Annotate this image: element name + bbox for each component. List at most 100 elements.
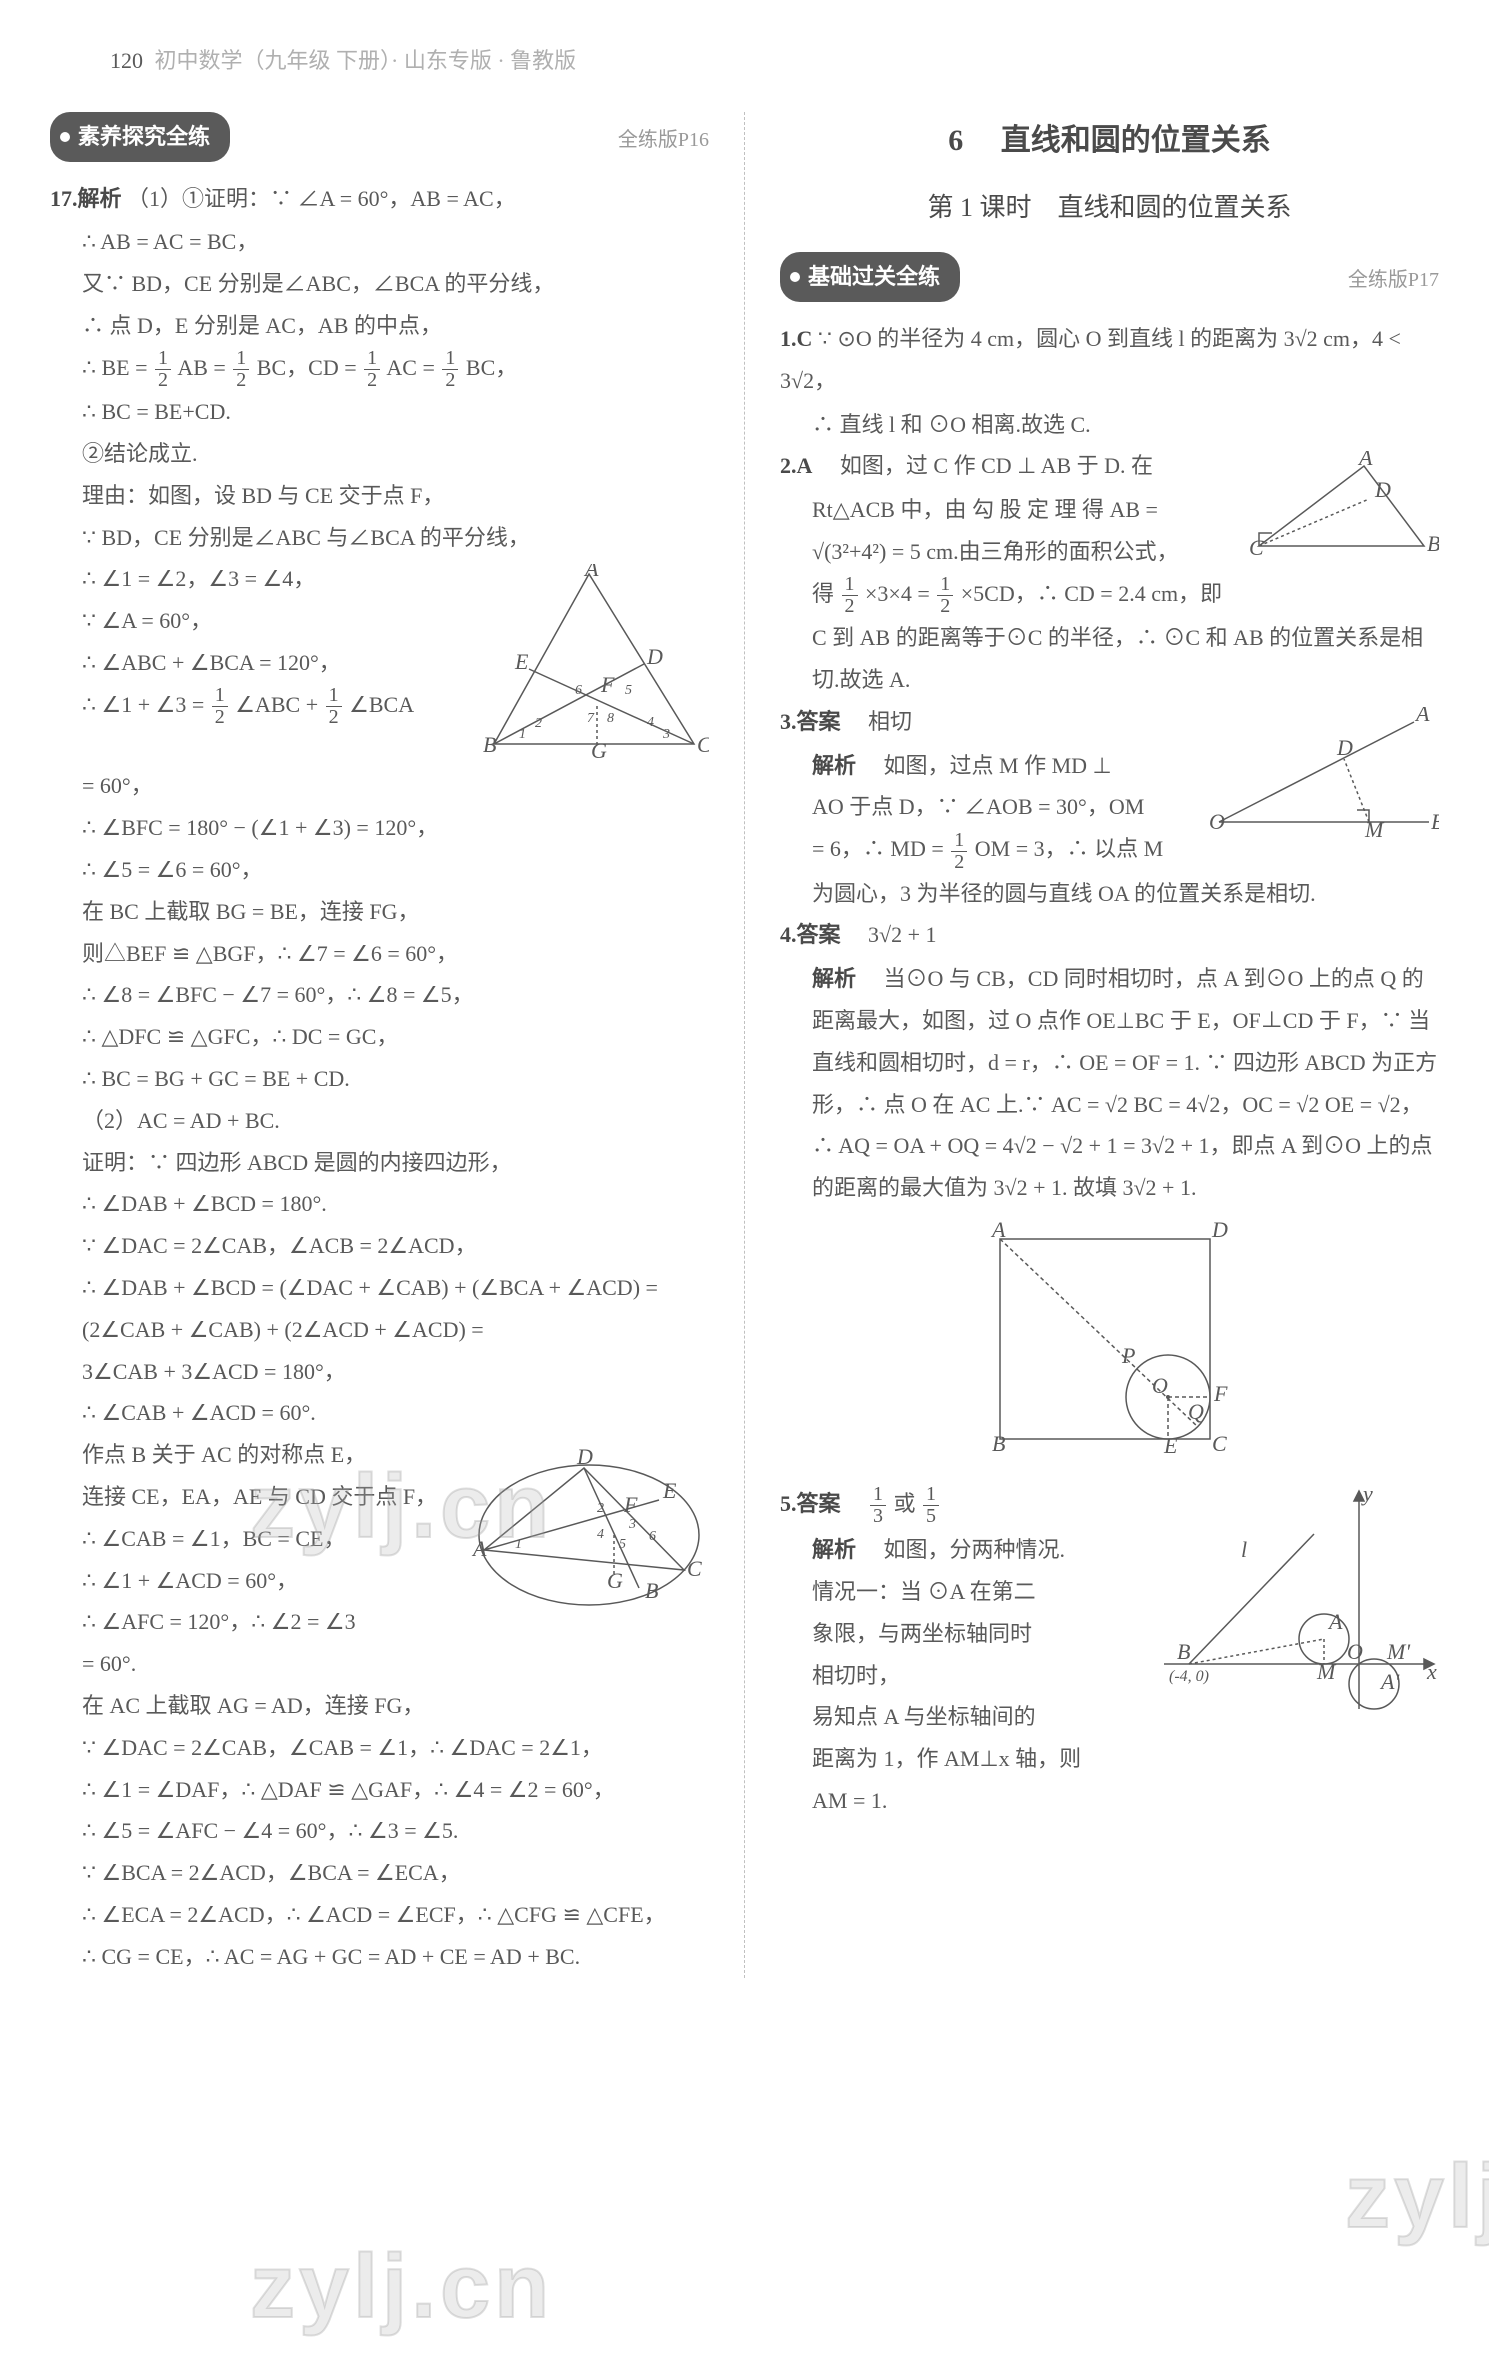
or: 或 bbox=[894, 1491, 916, 1516]
lblG: G bbox=[591, 738, 607, 759]
q5-l7: AM = 1. bbox=[780, 1780, 1439, 1822]
header-title: 初中数学（九年级 下册）· 山东专版 · 鲁教版 bbox=[155, 48, 577, 73]
A: A bbox=[1357, 451, 1373, 470]
y: y bbox=[1361, 1489, 1373, 1506]
circle-diagram: A B C D E F G 1 2 3 4 5 6 bbox=[469, 1440, 709, 1610]
B: B bbox=[1177, 1639, 1190, 1664]
q5-l6: 距离为 1，作 AM⊥x 轴，则 bbox=[780, 1738, 1439, 1780]
l14: ∴ ∠BFC = 180° − (∠1 + ∠3) = 120°， bbox=[50, 807, 709, 849]
l22: 证明：∵ 四边形 ABCD 是圆的内接四边形， bbox=[50, 1142, 709, 1184]
lG: G bbox=[607, 1568, 623, 1593]
t: = 6，∴ MD = bbox=[812, 836, 944, 861]
lblE: E bbox=[514, 649, 529, 674]
watermark-3: zylj.cn bbox=[250, 2202, 553, 2373]
lblA: A bbox=[583, 564, 599, 581]
l1: ∴ AB = AC = BC， bbox=[50, 221, 709, 263]
section-title: 6 直线和圆的位置关系 bbox=[780, 112, 1439, 169]
l27: ∴ ∠CAB + ∠ACD = 60°. bbox=[50, 1392, 709, 1434]
l3: ∴ 点 D，E 分别是 AC，AB 的中点， bbox=[50, 305, 709, 347]
f: 1 bbox=[923, 1484, 939, 1506]
f: 2 bbox=[233, 370, 249, 391]
q2-l1: 如图，过 C 作 CD ⊥ AB 于 D. 在 bbox=[840, 453, 1153, 478]
A: A bbox=[1414, 707, 1430, 726]
pill-jichu: 基础过关全练 bbox=[780, 252, 960, 302]
l6: ②结论成立. bbox=[50, 433, 709, 475]
f: 5 bbox=[923, 1506, 939, 1527]
q4-label: 4.答案 bbox=[780, 922, 841, 947]
q17: 17.解析 （1）①证明：∵ ∠A = 60°，AB = AC， bbox=[50, 178, 709, 220]
exp: 解析 bbox=[812, 753, 856, 778]
f: 2 bbox=[937, 596, 953, 617]
t: OM = 3，∴ 以点 M bbox=[975, 836, 1163, 861]
q1-label: 1.C bbox=[780, 326, 812, 351]
l21: （2）AC = AD + BC. bbox=[50, 1100, 709, 1142]
f: 2 bbox=[951, 852, 967, 873]
t: BC， bbox=[466, 355, 517, 380]
n8: 8 bbox=[607, 711, 614, 726]
lD: D bbox=[576, 1444, 593, 1469]
f: 2 bbox=[442, 370, 458, 391]
q3-label: 3.答案 bbox=[780, 709, 841, 734]
lE: E bbox=[662, 1478, 677, 1503]
l39: ∴ ∠ECA = 2∠ACD，∴ ∠ACD = ∠ECF，∴ △CFG ≌ △C… bbox=[50, 1894, 709, 1936]
A: A bbox=[990, 1219, 1006, 1242]
l15: ∴ ∠5 = ∠6 = 60°， bbox=[50, 849, 709, 891]
coord-diagram: y x O A A' B M M' l (-4, 0) bbox=[1159, 1489, 1439, 1719]
B: B bbox=[1431, 809, 1439, 834]
C: C bbox=[1249, 535, 1264, 560]
f: 2 bbox=[212, 707, 228, 728]
lblF: F bbox=[600, 672, 615, 697]
P: P bbox=[1121, 1343, 1135, 1368]
q2-label: 2.A bbox=[780, 453, 812, 478]
D: D bbox=[1211, 1219, 1228, 1242]
l34: 在 AC 上截取 AG = AD，连接 FG， bbox=[50, 1685, 709, 1727]
t: ×5CD，∴ CD = 2.4 cm，即 bbox=[961, 581, 1222, 606]
t: ∠ABC + bbox=[235, 692, 318, 717]
f: 1 bbox=[212, 685, 228, 707]
f: 1 bbox=[326, 685, 342, 707]
pill-row-left: 素养探究全练 全练版P16 bbox=[50, 112, 709, 168]
q17-label: 17.解析 bbox=[50, 186, 122, 211]
lA: A bbox=[471, 1536, 487, 1561]
two-column-layout: 素养探究全练 全练版P16 17.解析 （1）①证明：∵ ∠A = 60°，AB… bbox=[50, 112, 1439, 1978]
q3-ans: 相切 bbox=[868, 709, 912, 734]
f: 3 bbox=[870, 1506, 886, 1527]
M: M bbox=[1364, 817, 1385, 842]
n6: 6 bbox=[649, 1529, 656, 1544]
n2: 2 bbox=[535, 716, 542, 731]
ref-right: 全练版P17 bbox=[1348, 261, 1439, 299]
f: 1 bbox=[842, 574, 858, 596]
l33: = 60°. bbox=[50, 1643, 709, 1685]
t: 得 bbox=[812, 581, 834, 606]
f: 1 bbox=[951, 830, 967, 852]
l37: ∴ ∠5 = ∠AFC − ∠4 = 60°，∴ ∠3 = ∠5. bbox=[50, 1810, 709, 1852]
l26: 3∠CAB + 3∠ACD = 180°， bbox=[50, 1351, 709, 1393]
l20: ∴ BC = BG + GC = BE + CD. bbox=[50, 1058, 709, 1100]
lF: F bbox=[623, 1492, 638, 1517]
column-divider bbox=[744, 112, 745, 1978]
D: D bbox=[1374, 477, 1391, 502]
O: O bbox=[1152, 1373, 1168, 1398]
t: ∠BCA bbox=[349, 692, 414, 717]
t: AB = bbox=[177, 355, 225, 380]
t: 当⊙O 与 CB，CD 同时相切时，点 A 到⊙O 上的点 Q 的距离最大，如图… bbox=[812, 966, 1437, 1200]
q4-ans: 3√2 + 1 bbox=[868, 922, 936, 947]
q5-label: 5.答案 bbox=[780, 1491, 841, 1516]
ref-left: 全练版P16 bbox=[618, 121, 709, 159]
t: ∴ ∠1 + ∠3 = bbox=[82, 692, 210, 717]
t: AC = bbox=[386, 355, 434, 380]
coord: (-4, 0) bbox=[1169, 1668, 1209, 1685]
q1: 1.C ∵ ⊙O 的半径为 4 cm，圆心 O 到直线 l 的距离为 3√2 c… bbox=[780, 318, 1439, 402]
f: 1 bbox=[937, 574, 953, 596]
lblB: B bbox=[483, 732, 496, 757]
n2: 2 bbox=[597, 1501, 604, 1516]
l24: ∵ ∠DAC = 2∠CAB，∠ACB = 2∠ACD， bbox=[50, 1225, 709, 1267]
q1-body2: ∴ 直线 l 和 ⊙O 相离.故选 C. bbox=[780, 404, 1439, 446]
t: ×3×4 = bbox=[865, 581, 930, 606]
n1: 1 bbox=[515, 1537, 522, 1552]
exp: 解析 bbox=[812, 966, 856, 991]
n1: 1 bbox=[519, 727, 526, 742]
A2: A' bbox=[1379, 1669, 1399, 1694]
lblD: D bbox=[646, 644, 663, 669]
A: A bbox=[1327, 1609, 1343, 1634]
